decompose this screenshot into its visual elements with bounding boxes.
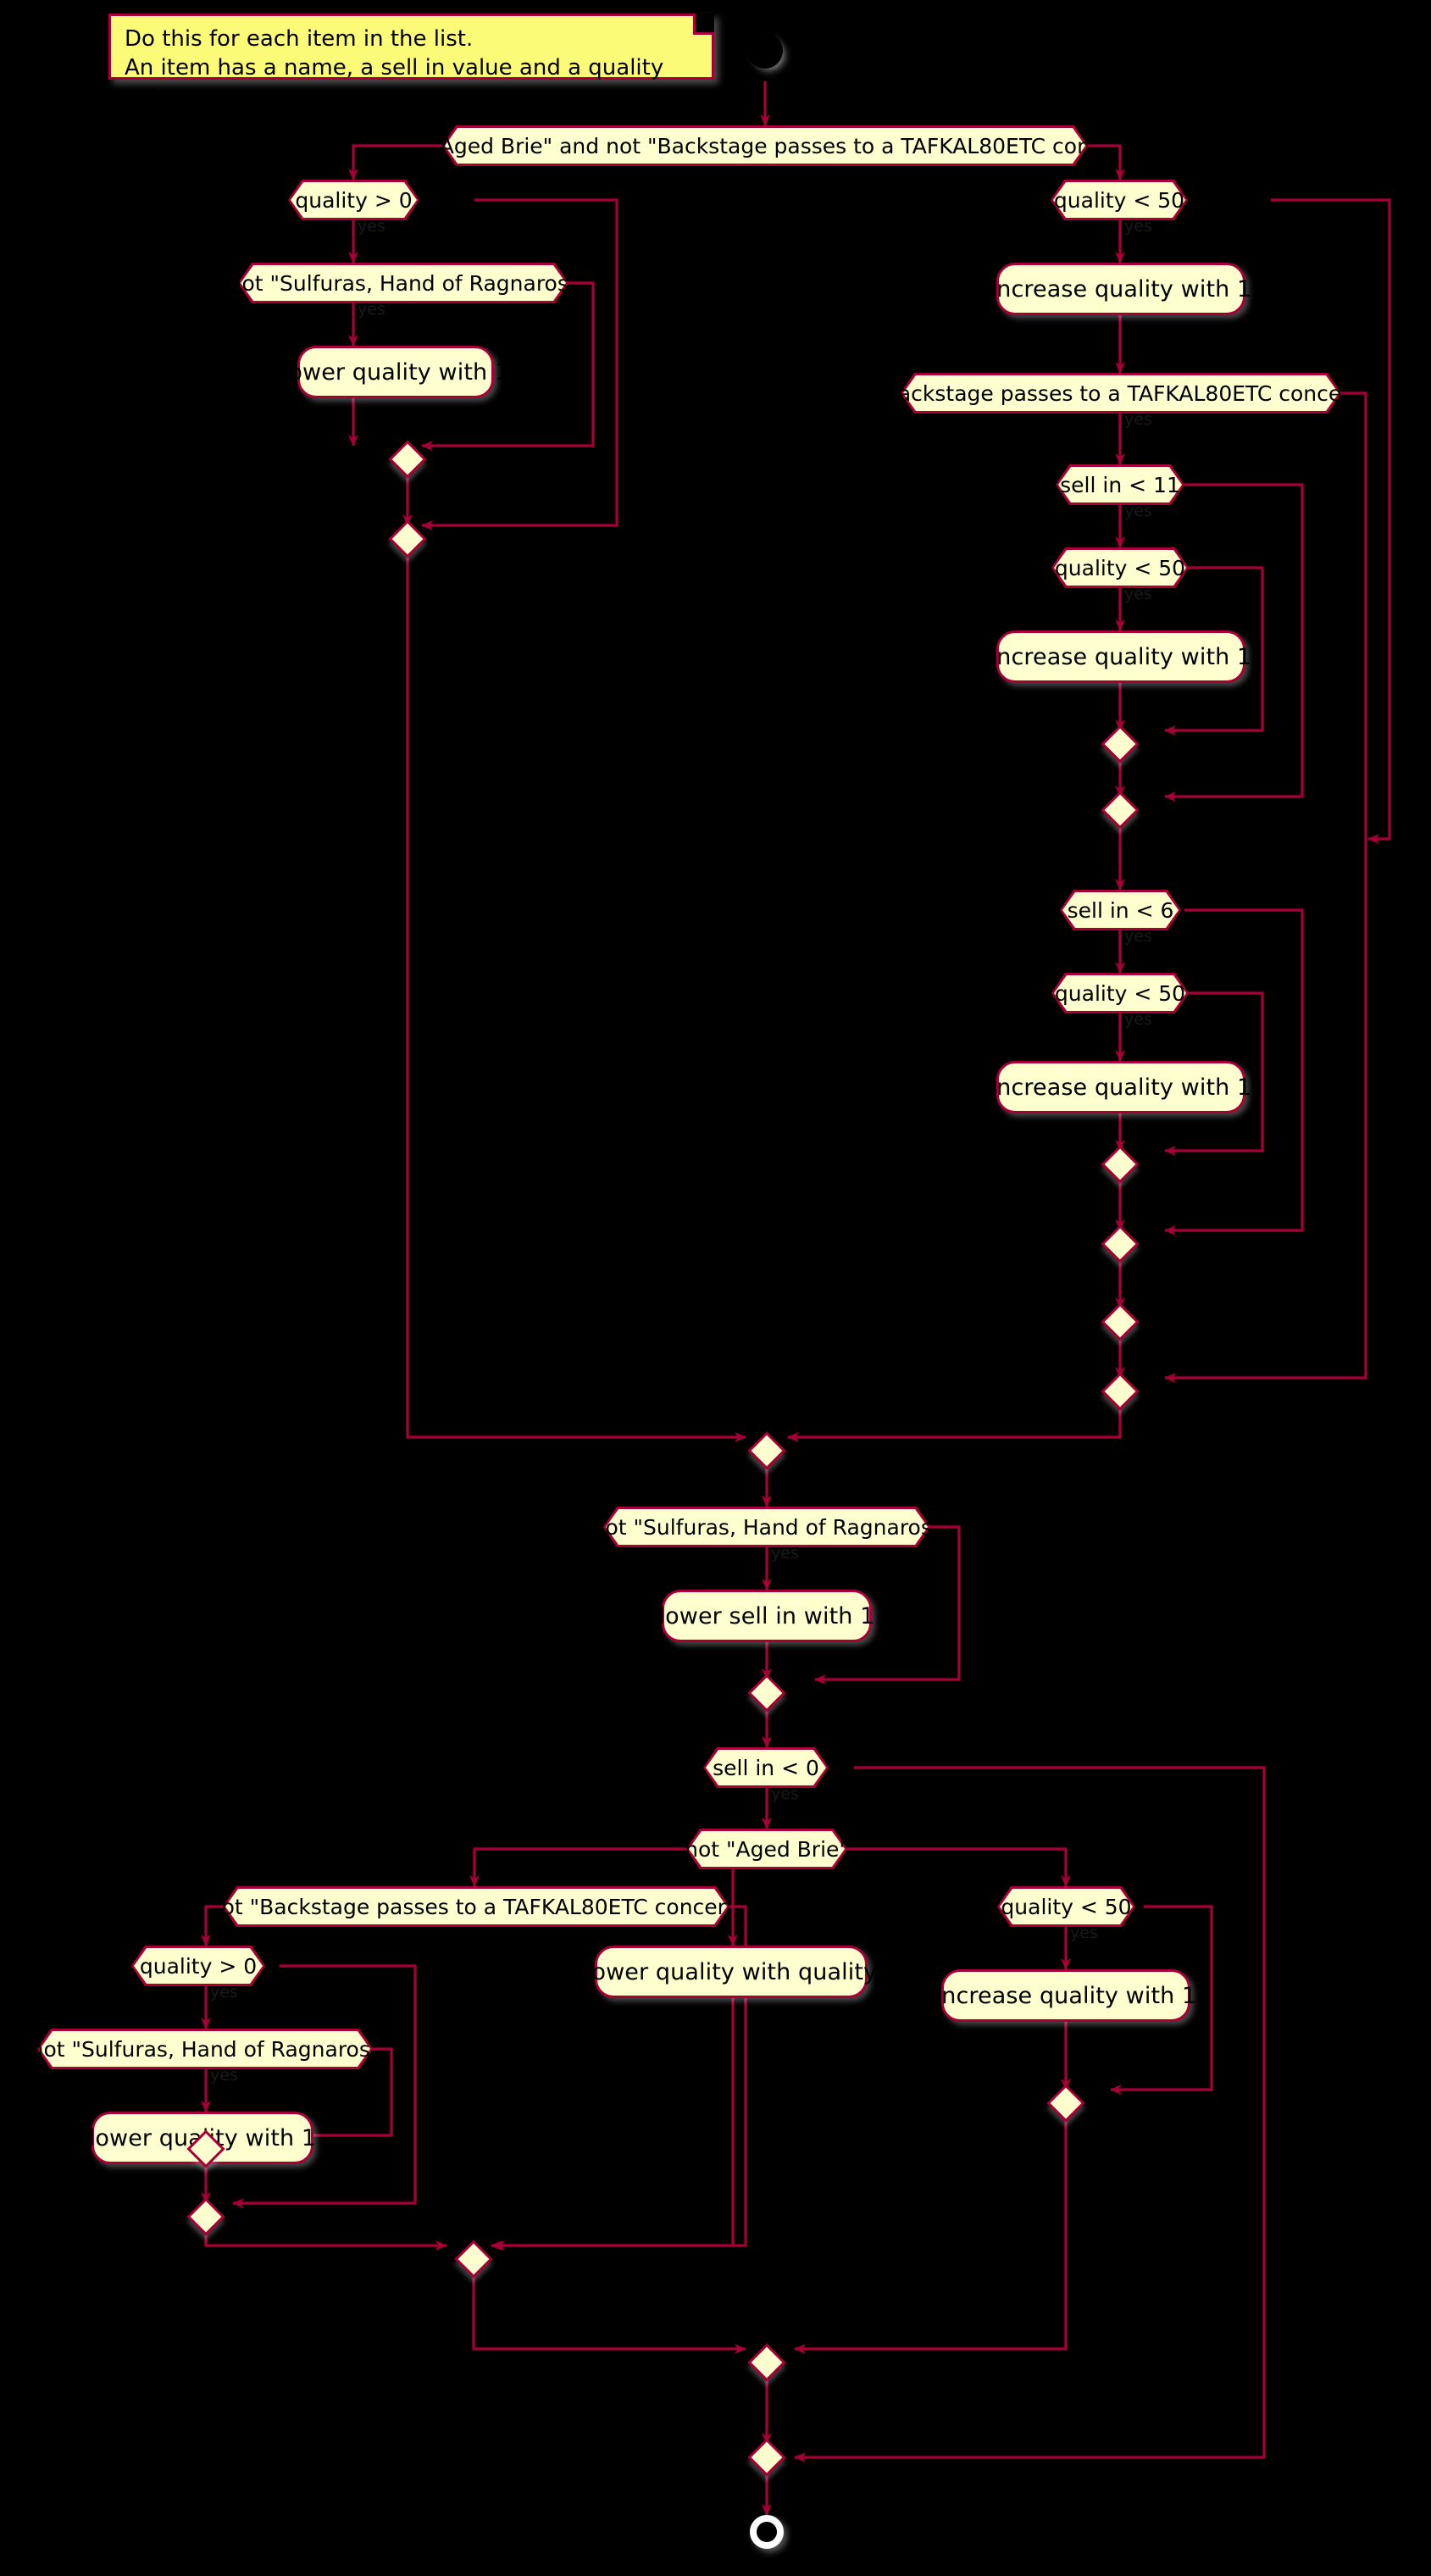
condition-label: not "Sulfuras, Hand of Ragnaros" <box>228 270 579 296</box>
condition-label: not "Sulfuras, Hand of Ragnaros" <box>591 1514 942 1540</box>
activity-label: increase quality with 1 <box>935 1982 1197 2009</box>
merge-node-m16 <box>747 2438 786 2477</box>
condition-not-sulfuras-left[interactable]: not "Sulfuras, Hand of Ragnaros" <box>238 263 569 303</box>
activity-label: increase quality with 1 <box>990 643 1252 670</box>
merge-node-m5 <box>1101 1145 1140 1184</box>
activity-label: lower quality with quality <box>585 1958 878 1985</box>
branch-label-yes: yes <box>358 217 385 236</box>
branch-label-yes: yes <box>1124 585 1152 603</box>
activity-label: increase quality with 1 <box>990 1074 1252 1101</box>
merge-node-m15 <box>747 2343 786 2382</box>
condition-quality-gt-0-expired[interactable]: quality > 0 <box>131 1946 265 1986</box>
activity-increase-quality-with-1-a[interactable]: increase quality with 1 <box>990 263 1251 315</box>
branch-label-yes: yes <box>1124 410 1152 429</box>
branch-label-yes: yes <box>210 1983 238 2001</box>
condition-label: sell in < 6 <box>1067 897 1174 923</box>
merge-node-main <box>747 1431 786 1470</box>
condition-label: quality < 50 <box>1054 980 1186 1006</box>
condition-not-aged-brie[interactable]: not "Aged Brie" <box>686 1829 847 1869</box>
activity-label: lower sell in with 1 <box>658 1602 875 1629</box>
condition-label: quality > 0 <box>295 187 413 213</box>
branch-label-yes: yes <box>1124 217 1152 236</box>
merge-node-m8 <box>1101 1372 1140 1411</box>
condition-label: sell in < 11 <box>1060 472 1180 497</box>
condition-quality-lt-50-right[interactable]: quality < 50 <box>1051 180 1188 220</box>
branch-label-yes: yes <box>771 1785 799 1803</box>
merge-node-m2 <box>388 519 427 558</box>
merge-node-m3 <box>1101 724 1140 763</box>
merge-node-m7 <box>1101 1302 1140 1341</box>
condition-label: not "Backstage passes to a TAFKAL80ETC c… <box>208 1894 745 1919</box>
branch-label-yes: yes <box>210 2066 238 2085</box>
activity-increase-quality-with-1-d[interactable]: increase quality with 1 <box>935 1969 1196 2022</box>
condition-quality-gt-0-left[interactable]: quality > 0 <box>288 180 419 220</box>
condition-label: sell in < 0 <box>713 1755 819 1780</box>
merge-node-m13 <box>454 2240 493 2279</box>
branch-label-yes: yes <box>771 1544 799 1563</box>
branch-label-yes: yes <box>1124 502 1152 520</box>
merge-node-m10 <box>747 1674 786 1713</box>
condition-sell-in-lt-11[interactable]: sell in < 11 <box>1056 464 1184 505</box>
start-note: Do this for each item in the list. An it… <box>108 14 714 110</box>
note-line-1: Do this for each item in the list. <box>125 26 474 52</box>
condition-quality-lt-50-sell-in-11[interactable]: quality < 50 <box>1051 547 1189 588</box>
condition-is-backstage-passes[interactable]: "Backstage passes to a TAFKAL80ETC conce… <box>901 373 1341 414</box>
activity-label: lower quality with 1 <box>281 358 510 386</box>
condition-not-aged-brie-and-not-backstage[interactable]: not "Aged Brie" and not "Backstage passe… <box>442 125 1088 166</box>
condition-label: quality < 50 <box>1001 1894 1132 1919</box>
condition-label: quality < 50 <box>1053 187 1185 213</box>
condition-quality-lt-50-sell-in-6[interactable]: quality < 50 <box>1051 973 1189 1013</box>
merge-node-m12 <box>186 2197 225 2236</box>
activity-lower-quality-with-quality[interactable]: lower quality with quality <box>585 1946 877 1998</box>
merge-node-m1 <box>388 440 427 479</box>
note-line-2: An item has a name, a sell in value and … <box>125 55 664 110</box>
merge-node-m14 <box>1046 2084 1085 2123</box>
condition-label: quality > 0 <box>139 1953 258 1979</box>
condition-not-sulfuras-sell-in[interactable]: not "Sulfuras, Hand of Ragnaros" <box>603 1507 930 1547</box>
end-node <box>750 2515 784 2549</box>
branch-label-yes: yes <box>1124 927 1152 946</box>
condition-quality-lt-50-expired[interactable]: quality < 50 <box>997 1886 1135 1927</box>
activity-increase-quality-with-1-b[interactable]: increase quality with 1 <box>990 630 1251 683</box>
start-node <box>750 36 780 66</box>
activity-label: increase quality with 1 <box>990 275 1252 303</box>
condition-sell-in-lt-0[interactable]: sell in < 0 <box>703 1747 829 1788</box>
condition-label: "Backstage passes to a TAFKAL80ETC conce… <box>874 380 1368 406</box>
condition-sell-in-lt-6[interactable]: sell in < 6 <box>1060 890 1181 930</box>
merge-node-m4 <box>1101 791 1140 830</box>
activity-lower-sell-in-with-1[interactable]: lower sell in with 1 <box>658 1590 875 1642</box>
merge-node-m6 <box>1101 1224 1140 1263</box>
activity-lower-quality-with-1-a[interactable]: lower quality with 1 <box>282 346 509 398</box>
note-fold-icon <box>693 14 714 35</box>
condition-label: not "Sulfuras, Hand of Ragnaros" <box>30 2036 380 2062</box>
condition-label: quality < 50 <box>1054 555 1186 580</box>
activity-increase-quality-with-1-c[interactable]: increase quality with 1 <box>990 1061 1251 1113</box>
condition-label: not "Aged Brie" <box>685 1836 849 1862</box>
condition-not-backstage-passes-expired[interactable]: not "Backstage passes to a TAFKAL80ETC c… <box>223 1886 729 1927</box>
condition-label: not "Aged Brie" and not "Backstage passe… <box>388 133 1142 158</box>
branch-label-yes: yes <box>358 300 385 319</box>
condition-not-sulfuras-expired[interactable]: not "Sulfuras, Hand of Ragnaros" <box>37 2029 373 2069</box>
branch-label-yes: yes <box>1124 1010 1152 1029</box>
